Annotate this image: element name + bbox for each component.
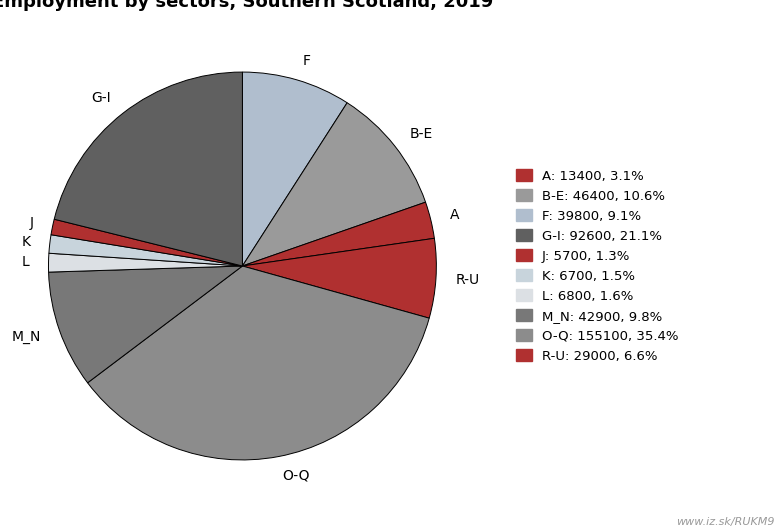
Wedge shape xyxy=(49,235,242,266)
Wedge shape xyxy=(54,72,242,266)
Wedge shape xyxy=(88,266,429,460)
Text: G-I: G-I xyxy=(91,91,111,105)
Wedge shape xyxy=(242,72,347,266)
Text: K: K xyxy=(21,235,30,249)
Legend: A: 13400, 3.1%, B-E: 46400, 10.6%, F: 39800, 9.1%, G-I: 92600, 21.1%, J: 5700, 1: A: 13400, 3.1%, B-E: 46400, 10.6%, F: 39… xyxy=(515,169,679,363)
Text: M_N: M_N xyxy=(12,330,41,344)
Wedge shape xyxy=(51,219,242,266)
Wedge shape xyxy=(242,238,436,318)
Wedge shape xyxy=(48,266,242,383)
Wedge shape xyxy=(242,202,434,266)
Text: www.iz.sk/RUKM9: www.iz.sk/RUKM9 xyxy=(676,517,774,527)
Text: L: L xyxy=(21,255,29,269)
Wedge shape xyxy=(242,103,425,266)
Text: A: A xyxy=(450,209,459,222)
Title: Employment by sectors, Southern Scotland, 2019: Employment by sectors, Southern Scotland… xyxy=(0,0,493,11)
Wedge shape xyxy=(48,253,242,272)
Text: F: F xyxy=(303,54,310,68)
Text: O-Q: O-Q xyxy=(282,469,310,483)
Text: B-E: B-E xyxy=(410,127,433,141)
Text: R-U: R-U xyxy=(455,273,479,287)
Text: J: J xyxy=(30,216,34,230)
